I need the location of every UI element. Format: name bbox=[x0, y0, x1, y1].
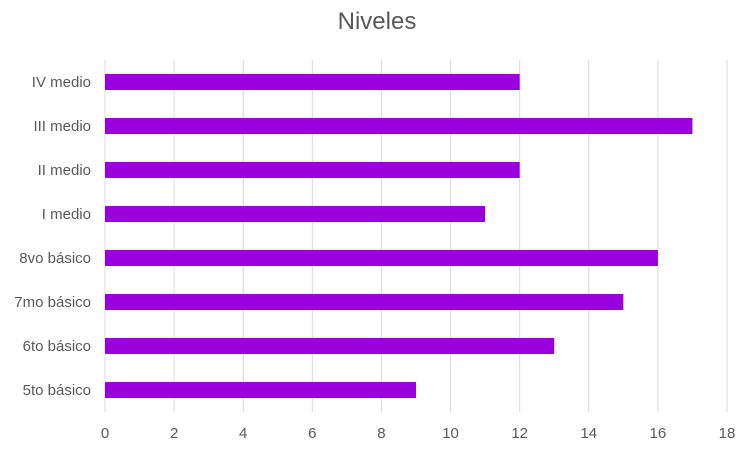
category-label: 8vo básico bbox=[19, 250, 91, 267]
gridlines bbox=[104, 60, 728, 412]
x-tick-label: 12 bbox=[511, 425, 528, 442]
bar-3 bbox=[105, 162, 520, 178]
x-tick-label: 18 bbox=[719, 425, 736, 442]
category-label: III medio bbox=[33, 118, 91, 135]
category-labels: IV medio III medio II medio I medio 8vo bási… bbox=[14, 74, 91, 399]
bar-1 bbox=[105, 74, 520, 90]
chart-title: Niveles bbox=[337, 8, 417, 35]
category-label: 6to básico bbox=[23, 338, 91, 355]
category-label: 7mo básico bbox=[14, 294, 91, 311]
x-tick-label: 4 bbox=[239, 425, 247, 442]
category-label: IV medio bbox=[32, 74, 91, 91]
bar-7 bbox=[105, 338, 555, 354]
category-label: 5to básico bbox=[23, 382, 91, 399]
x-axis-ticks: 0 2 4 6 8 10 12 14 16 18 bbox=[101, 425, 736, 442]
x-tick-label: 14 bbox=[580, 425, 597, 442]
x-tick-label: 2 bbox=[170, 425, 178, 442]
x-tick-label: 0 bbox=[101, 425, 109, 442]
bar-8 bbox=[105, 382, 416, 398]
bar-6 bbox=[105, 294, 624, 310]
x-tick-label: 6 bbox=[308, 425, 316, 442]
x-tick-label: 8 bbox=[377, 425, 385, 442]
x-tick-label: 10 bbox=[442, 425, 459, 442]
category-label: II medio bbox=[38, 162, 91, 179]
bars bbox=[105, 74, 693, 398]
bar-5 bbox=[105, 250, 658, 266]
x-tick-label: 16 bbox=[650, 425, 667, 442]
bar-2 bbox=[105, 118, 693, 134]
bar-4 bbox=[105, 206, 486, 222]
category-label: I medio bbox=[42, 206, 91, 223]
